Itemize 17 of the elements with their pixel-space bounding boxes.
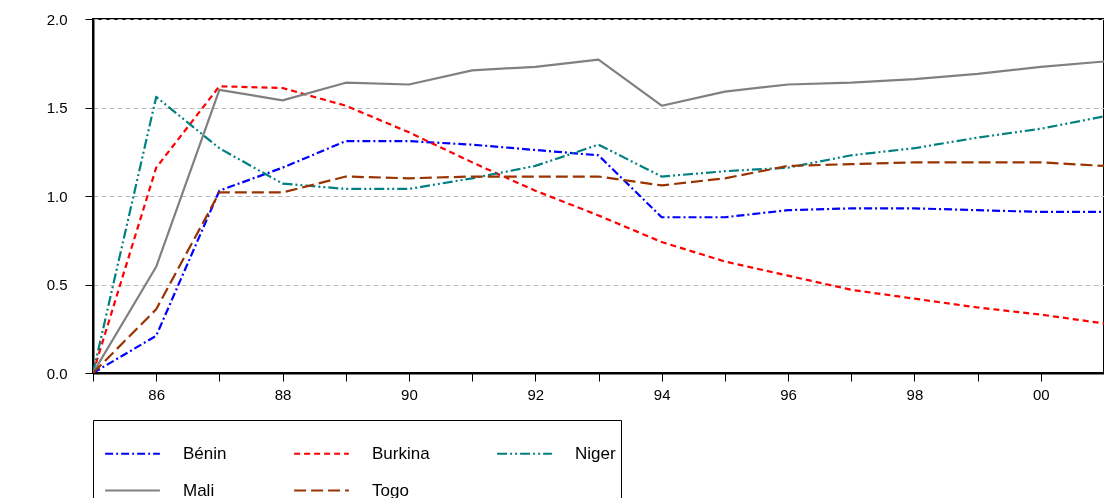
x-tick-label: 94 [653,385,671,403]
x-tick-label: 96 [780,385,797,403]
x-tick-label: 86 [148,385,166,403]
legend-label: Bénin [183,443,227,463]
x-tick-label: 98 [906,385,924,403]
x-tick-label: 90 [401,385,418,403]
x-tick-label: 00 [1032,385,1050,403]
y-tick-label: 1.5 [46,99,68,116]
legend-label: Burkina [372,443,431,463]
legend-label: Niger [575,443,616,463]
y-tick-label: 0.0 [46,364,68,382]
y-tick-label: 2.0 [46,10,68,28]
x-tick-label: 92 [527,385,545,403]
y-tick-label: 1.0 [46,187,68,205]
y-tick-label: 0.5 [46,276,68,293]
x-tick-label: 88 [274,385,292,403]
legend-label: Mali [183,480,215,498]
